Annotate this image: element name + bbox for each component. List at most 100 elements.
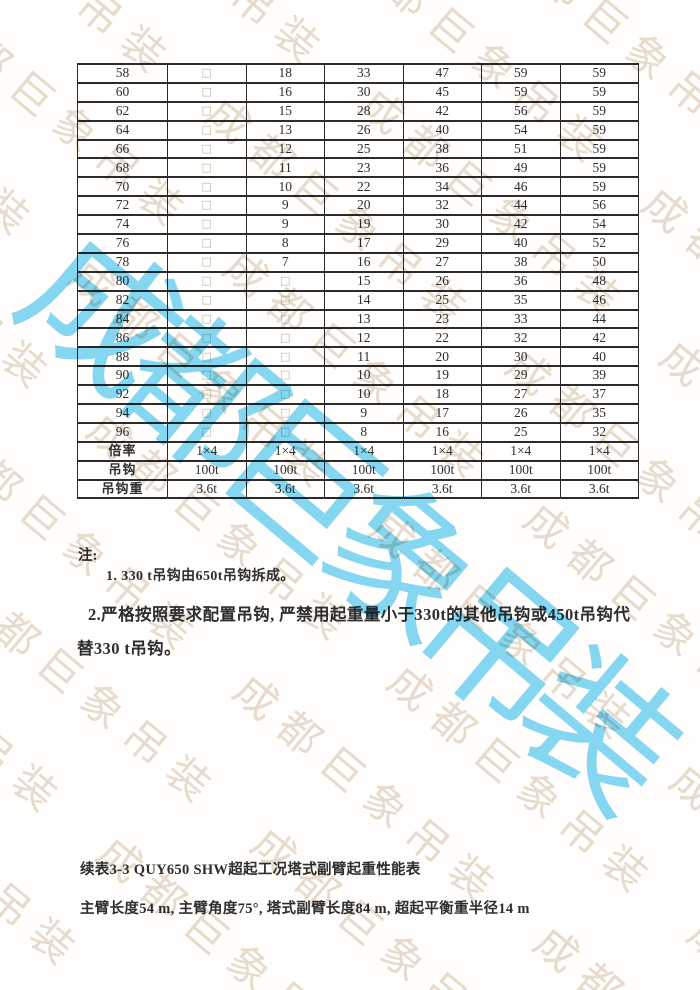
table-cell: 54 [481, 119, 561, 141]
table-cell: 86 [77, 327, 168, 349]
table-cell: 60 [77, 81, 168, 103]
table-cell: 吊钩 [77, 459, 168, 481]
table-cell: □ [167, 384, 247, 406]
table-cell: 10 [324, 365, 404, 387]
table-row: 88 □ □ 11 20 30 40 [77, 346, 639, 368]
table-cell: □ [167, 308, 247, 330]
table-cell: 19 [324, 214, 404, 236]
table-cell: 58 [77, 63, 168, 84]
table-cell: 70 [77, 176, 168, 198]
table-cell: 88 [77, 346, 168, 368]
table-cell: 100t [481, 459, 561, 481]
table-cell: 3.6t [559, 478, 639, 500]
table-cell: 3.6t [481, 478, 561, 500]
table-cell: 40 [402, 119, 482, 141]
table-cell: 16 [324, 251, 404, 273]
table-cell: 34 [402, 176, 482, 198]
table-cell: 64 [77, 119, 168, 141]
table-cell: □ [167, 289, 247, 311]
table-row: 72 □ 9 20 32 44 56 [77, 195, 639, 217]
table-cell: 1×4 [167, 440, 247, 462]
table-cell: 1×4 [324, 440, 404, 462]
table-cell: 14 [324, 289, 404, 311]
table-cell: 56 [559, 195, 639, 217]
table-row: 74 □ 9 19 30 42 54 [77, 214, 639, 236]
table-cell: □ [167, 346, 247, 368]
note-2-line-2: 替330 t吊钩。 [77, 639, 181, 658]
table-cell: 10 [245, 176, 325, 198]
table-cell: 35 [559, 403, 639, 424]
table-cell: 18 [402, 384, 482, 406]
table-cell: 36 [481, 270, 561, 292]
table-cell: 7 [245, 251, 325, 273]
table-row: 86 □ □ 12 22 32 42 [77, 327, 639, 349]
table-row: 吊钩重 3.6t 3.6t 3.6t 3.6t 3.6t 3.6t [77, 478, 639, 500]
table-row: 78 □ 7 16 27 38 50 [77, 251, 639, 273]
table-cell: 29 [402, 233, 482, 254]
table-cell: 23 [324, 157, 404, 179]
table-cell: 90 [77, 365, 168, 387]
table-cell: □ [245, 346, 325, 368]
table-cell: 56 [481, 100, 561, 122]
table-cell: 18 [245, 63, 325, 84]
table-cell: □ [245, 270, 325, 292]
table-cell: 11 [324, 346, 404, 368]
notes-label: 注: [78, 548, 98, 564]
table-cell: 27 [481, 384, 561, 406]
table-cell: □ [245, 289, 325, 311]
table-cell: 52 [559, 233, 639, 254]
table-row: 吊钩 100t 100t 100t 100t 100t 100t [77, 459, 639, 481]
table-cell: 59 [559, 63, 639, 84]
table-cell: □ [245, 327, 325, 349]
boom-configuration-line: 主臂长度54 m, 主臂角度75°, 塔式副臂长度84 m, 超起平衡重半径14… [80, 901, 530, 917]
table-cell: □ [167, 119, 247, 141]
table-cell: 32 [559, 421, 639, 443]
table-cell: 59 [559, 176, 639, 198]
table-cell: 40 [481, 233, 561, 254]
table-cell: 59 [559, 119, 639, 141]
table-cell: 38 [481, 251, 561, 273]
table-cell: □ [245, 365, 325, 387]
table-cell: 8 [245, 233, 325, 254]
table-cell: 50 [559, 251, 639, 273]
table-cell: 42 [402, 100, 482, 122]
table-cell: 13 [245, 119, 325, 141]
table-cell: 42 [481, 214, 561, 236]
table-row: 58 □ 18 33 47 59 59 [77, 63, 639, 84]
table-cell: □ [167, 81, 247, 103]
table-row: 82 □ □ 14 25 35 46 [77, 289, 639, 311]
table-cell: 39 [559, 365, 639, 387]
table-cell: 42 [559, 327, 639, 349]
load-chart-table: 58 □ 18 33 47 59 59 60 □ 16 30 45 59 59 62 □ 15 28 42 56 59 6… [77, 63, 639, 500]
table-cell: 3.6t [402, 478, 482, 500]
table-cell: 26 [402, 270, 482, 292]
table-cell: 96 [77, 421, 168, 443]
table-cell: 3.6t [245, 478, 325, 500]
table-cell: 9 [324, 403, 404, 424]
table-cell: 9 [245, 195, 325, 217]
table-cell: 100t [324, 459, 404, 481]
table-row: 60 □ 16 30 45 59 59 [77, 81, 639, 103]
table-cell: 12 [324, 327, 404, 349]
table-cell: 35 [481, 289, 561, 311]
table-cell: 92 [77, 384, 168, 406]
table-cell: □ [167, 138, 247, 160]
table-cell: □ [167, 176, 247, 198]
table-cell: 8 [324, 421, 404, 443]
table-cell: 48 [559, 270, 639, 292]
table-row: 92 □ □ 10 18 27 37 [77, 384, 639, 406]
table-row: 62 □ 15 28 42 56 59 [77, 100, 639, 122]
table-cell: 1×4 [402, 440, 482, 462]
table-cell: 23 [402, 308, 482, 330]
table-cell: 20 [324, 195, 404, 217]
table-cell: 36 [402, 157, 482, 179]
note-2-line-1: 2.严格按照要求配置吊钩, 严禁用起重量小于330t的其他吊钩或450t吊钩代 [88, 605, 631, 624]
table-cell: 吊钩重 [77, 478, 168, 500]
table-cell: 3.6t [167, 478, 247, 500]
table-cell: □ [167, 365, 247, 387]
table-cell: 16 [402, 421, 482, 443]
table-cell: 16 [245, 81, 325, 103]
table-cell: □ [245, 384, 325, 406]
table-cell: 11 [245, 157, 325, 179]
table-cell: 59 [481, 63, 561, 84]
